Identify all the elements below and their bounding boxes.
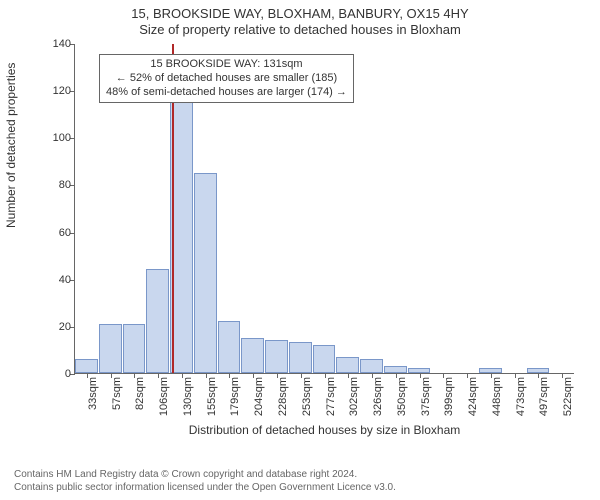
y-tick-label: 100 (53, 132, 75, 144)
x-tick-label: 82sqm (134, 377, 146, 410)
x-axis-label: Distribution of detached houses by size … (75, 423, 574, 437)
y-tick-label: 20 (59, 321, 75, 333)
x-tick: 277sqm (313, 373, 337, 423)
x-tick: 106sqm (146, 373, 170, 423)
bar (123, 324, 146, 374)
x-tick-label: 228sqm (277, 377, 289, 416)
x-tick: 33sqm (75, 373, 99, 423)
footer-line-2: Contains public sector information licen… (14, 482, 396, 495)
y-tick-label: 80 (59, 179, 75, 191)
x-tick: 302sqm (336, 373, 360, 423)
bar (75, 359, 98, 373)
x-tick-label: 375sqm (420, 377, 432, 416)
x-tick: 57sqm (99, 373, 123, 423)
x-tick: 350sqm (384, 373, 408, 423)
bar (218, 321, 241, 373)
x-tick-label: 399sqm (443, 377, 455, 416)
x-tick-label: 155sqm (206, 377, 218, 416)
x-tick: 253sqm (289, 373, 313, 423)
chart-area: Number of detached properties 0204060801… (30, 38, 580, 418)
annotation-line-2: ← 52% of detached houses are smaller (18… (106, 72, 347, 86)
x-tick-label: 497sqm (538, 377, 550, 416)
x-tick: 473sqm (503, 373, 527, 423)
x-tick: 424sqm (455, 373, 479, 423)
x-tick-label: 130sqm (182, 377, 194, 416)
x-tick: 179sqm (218, 373, 242, 423)
bar (194, 173, 217, 373)
x-tick: 399sqm (431, 373, 455, 423)
y-tick-label: 40 (59, 274, 75, 286)
x-tick-label: 57sqm (111, 377, 123, 410)
y-tick-label: 120 (53, 85, 75, 97)
bar (99, 324, 122, 374)
x-tick: 326sqm (360, 373, 384, 423)
title-block: 15, BROOKSIDE WAY, BLOXHAM, BANBURY, OX1… (0, 0, 600, 37)
bar (360, 359, 383, 373)
x-tick: 228sqm (265, 373, 289, 423)
y-tick-label: 0 (65, 368, 75, 380)
x-tick: 497sqm (527, 373, 551, 423)
y-tick-label: 60 (59, 227, 75, 239)
x-tick-label: 448sqm (491, 377, 503, 416)
bar (241, 338, 264, 373)
annotation-line-1: 15 BROOKSIDE WAY: 131sqm (106, 58, 347, 72)
x-tick-label: 179sqm (229, 377, 241, 416)
annotation-line-3: 48% of semi-detached houses are larger (… (106, 86, 347, 100)
x-labels-group: 33sqm 57sqm 82sqm 106sqm 130sqm 155sqm 179sqm 2… (75, 373, 574, 423)
x-tick: 155sqm (194, 373, 218, 423)
x-tick: 204sqm (241, 373, 265, 423)
footer-attribution: Contains HM Land Registry data © Crown c… (14, 469, 396, 494)
x-tick: 375sqm (408, 373, 432, 423)
x-tick-label: 33sqm (87, 377, 99, 410)
x-tick-label: 277sqm (325, 377, 337, 416)
annotation-box: 15 BROOKSIDE WAY: 131sqm ← 52% of detach… (99, 54, 354, 103)
plot-area: 020406080100120140 33sqm57sqm82sqm106sqm… (74, 44, 574, 374)
x-tick-label: 326sqm (372, 377, 384, 416)
bar (313, 345, 336, 373)
x-tick-label: 204sqm (253, 377, 265, 416)
bar (146, 269, 169, 373)
chart-container: 15, BROOKSIDE WAY, BLOXHAM, BANBURY, OX1… (0, 0, 600, 500)
y-tick-label: 140 (53, 38, 75, 50)
x-tick-label: 424sqm (467, 377, 479, 416)
bar (384, 366, 407, 373)
x-tick-label: 253sqm (301, 377, 313, 416)
chart-subtitle: Size of property relative to detached ho… (0, 22, 600, 37)
x-tick-label: 302sqm (348, 377, 360, 416)
x-tick: 82sqm (123, 373, 147, 423)
x-tick-label: 473sqm (515, 377, 527, 416)
y-axis-label: Number of detached properties (4, 63, 18, 228)
footer-line-1: Contains HM Land Registry data © Crown c… (14, 469, 396, 482)
x-tick: 448sqm (479, 373, 503, 423)
x-tick-label: 522sqm (562, 377, 574, 416)
bar (265, 340, 288, 373)
x-tick: 522sqm (550, 373, 574, 423)
chart-title: 15, BROOKSIDE WAY, BLOXHAM, BANBURY, OX1… (0, 6, 600, 21)
bar (289, 342, 312, 373)
bar (336, 357, 359, 374)
x-tick: 130sqm (170, 373, 194, 423)
x-tick-label: 350sqm (396, 377, 408, 416)
x-tick-label: 106sqm (158, 377, 170, 416)
